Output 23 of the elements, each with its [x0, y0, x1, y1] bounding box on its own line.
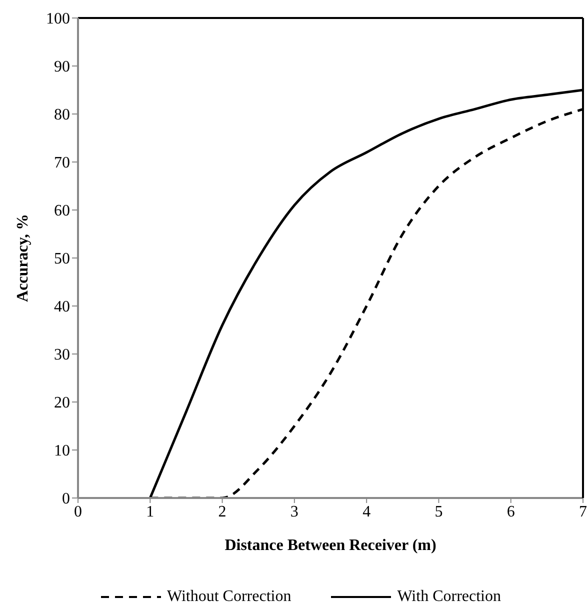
legend-label: With Correction: [397, 588, 501, 606]
y-tick-label: 10: [54, 442, 70, 460]
y-tick-label: 50: [54, 250, 70, 268]
x-tick-label: 1: [146, 503, 154, 520]
x-tick-label: 3: [290, 503, 298, 520]
x-axis-title: Distance Between Receiver (m): [224, 537, 436, 554]
y-tick-label: 80: [54, 106, 70, 124]
y-tick-label: 0: [62, 490, 70, 508]
x-tick-label: 4: [362, 503, 371, 520]
y-tick-label: 60: [54, 202, 70, 220]
y-tick-label: 70: [54, 154, 70, 172]
x-tick-label: 0: [74, 503, 82, 520]
y-axis-title: Accuracy, %: [14, 214, 32, 302]
y-tick-label: 100: [46, 10, 70, 28]
y-tick-label: 40: [54, 298, 70, 316]
y-tick-label: 30: [54, 346, 70, 364]
x-tick-label: 5: [434, 503, 443, 520]
y-tick-label: 90: [54, 58, 70, 76]
x-tick-label: 2: [218, 503, 226, 520]
x-tick-label: 7: [579, 503, 587, 520]
x-tick-label: 6: [506, 503, 515, 520]
y-tick-label: 20: [54, 394, 70, 412]
legend-label: Without Correction: [167, 588, 292, 606]
